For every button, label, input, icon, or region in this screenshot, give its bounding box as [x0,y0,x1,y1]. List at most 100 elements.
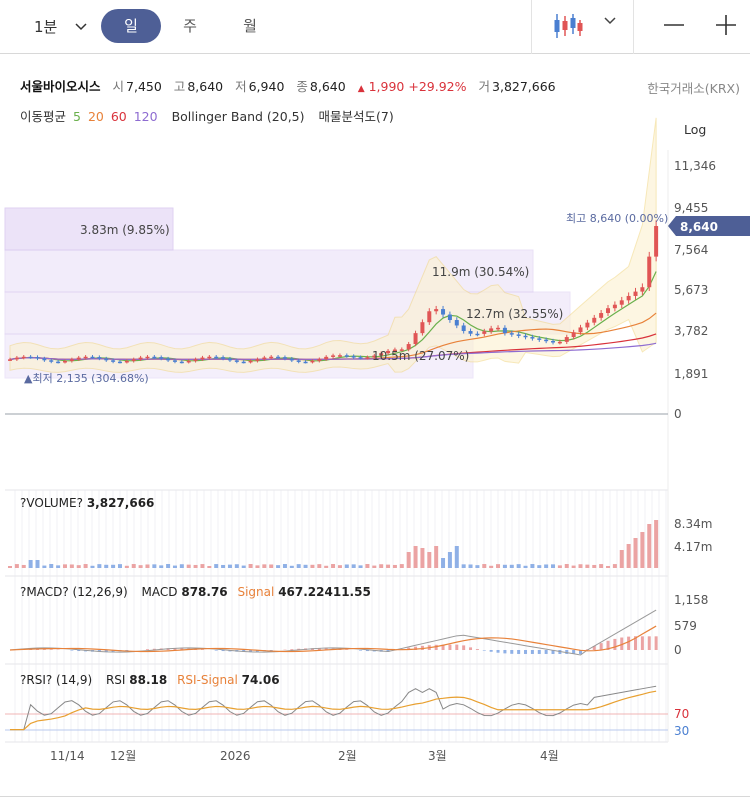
current-price-tag [668,216,750,236]
volume-profile-box [4,207,174,251]
vp-label: 11.9m (30.54%) [432,265,529,279]
candle-body [145,356,150,359]
stock-name: 서울바이오시스 [20,79,101,94]
macd-tick: 1,158 [674,593,708,607]
volume-tick: 4.17m [674,540,712,554]
volume-bar [502,564,507,568]
vp-label: 3.83m (9.85%) [80,223,170,237]
macd-histogram-bar [200,649,204,650]
candle-body [379,353,384,356]
macd-histogram-bar [647,636,651,650]
macd-histogram-bar [249,650,253,652]
indicator-legend[interactable]: 이동평균 5 20 60 120 Bollinger Band (20,5) 매… [20,106,397,125]
candle-body [447,314,452,321]
close-label: 종 [296,79,308,94]
candle-body [276,356,281,359]
candle-body [28,356,33,359]
volume-bar [35,560,40,568]
macd-histogram-bar [579,650,583,654]
volume-bar [248,564,253,568]
log-scale-toggle[interactable]: Log [684,122,707,137]
volume-profile-label: 매물분석도(7) [318,109,394,124]
rsi-signal-line [10,690,657,731]
macd-line [9,609,657,656]
volume-bar [358,565,363,568]
chart-type-chevron-icon[interactable] [604,14,616,28]
macd-histogram-bar [462,645,466,650]
tab-month[interactable]: 월 [243,17,257,35]
price-tick: 3,782 [674,324,708,338]
price-tick: 11,346 [674,159,716,173]
volume-bar [612,564,617,568]
candle-body [193,359,198,361]
candlestick-type-icon[interactable] [553,12,583,40]
macd-histogram-bar [317,648,321,650]
volume-value: 3,827,666 [492,79,556,94]
volume-bar [49,564,54,568]
volume-pane-value: 3,827,666 [86,496,155,510]
volume-bar [289,565,294,568]
volume-bar [28,560,33,568]
volume-bar [427,552,432,568]
zoom-in-button[interactable] [712,10,740,40]
macd-histogram-bar [627,636,631,650]
volume-bar [331,564,336,568]
vp-label: 12.7m (32.55%) [466,307,563,321]
macd-histogram-bar [558,650,562,654]
moving-average-line [9,342,657,360]
volume-bar [276,565,281,568]
high-value: 8,640 [187,79,224,94]
macd-histogram-bar [537,650,541,654]
candle-body [296,360,301,362]
candle-body [104,358,109,361]
macd-histogram-bar [482,650,486,651]
candle-body [35,357,40,359]
tab-day[interactable]: 일 [101,9,161,43]
candle-body [413,333,418,345]
candle-body [420,322,425,334]
candle-body [262,357,267,360]
low-annotation: ▲최저 2,135 (304.68%) [24,372,149,385]
volume-bar [578,564,583,568]
candle-body [496,327,501,330]
candle-body [530,337,535,339]
volume-bar [269,564,274,568]
macd-histogram-bar [613,638,617,650]
volume-bar [42,565,47,568]
volume-bar [461,564,466,568]
candle-body [49,360,54,362]
candle-body [248,360,253,363]
candle-body [551,340,556,343]
close-value: 8,640 [309,79,346,94]
volume-bar [585,564,590,568]
zoom-out-button[interactable] [660,10,688,40]
macd-histogram-bar [359,650,363,651]
rsi-pane-label: ?RSI? (14,9) [20,673,93,687]
volume-bar [62,564,67,568]
period-dropdown[interactable]: 1분 [34,16,87,37]
candle-body [324,356,329,360]
x-axis-label: 2026 [220,749,251,763]
volume-bar [365,564,370,568]
change-value: 1,990 [368,79,405,94]
x-axis-label: 11/14 [50,749,85,763]
volume-bar [654,520,659,568]
macd-histogram-bar [634,636,638,650]
volume-bar [14,564,19,568]
change-arrow: ▲ [357,84,365,94]
change-percent: +29.92% [408,79,467,94]
macd-pane-legend: ?MACD? (12,26,9) MACD 878.76 Signal 467.… [20,585,371,599]
candle-body [241,361,246,364]
volume-bar [454,546,459,568]
toolbar-divider [633,0,634,54]
x-axis-label: 12월 [110,749,136,763]
volume-bar [619,550,624,568]
volume-bar [351,564,356,568]
macd-label: MACD [141,585,178,599]
tab-week[interactable]: 주 [183,17,197,35]
volume-tick: 8.34m [674,517,712,531]
macd-tick: 579 [674,619,697,633]
volume-bar [90,565,95,568]
macd-histogram-bar [125,650,129,651]
